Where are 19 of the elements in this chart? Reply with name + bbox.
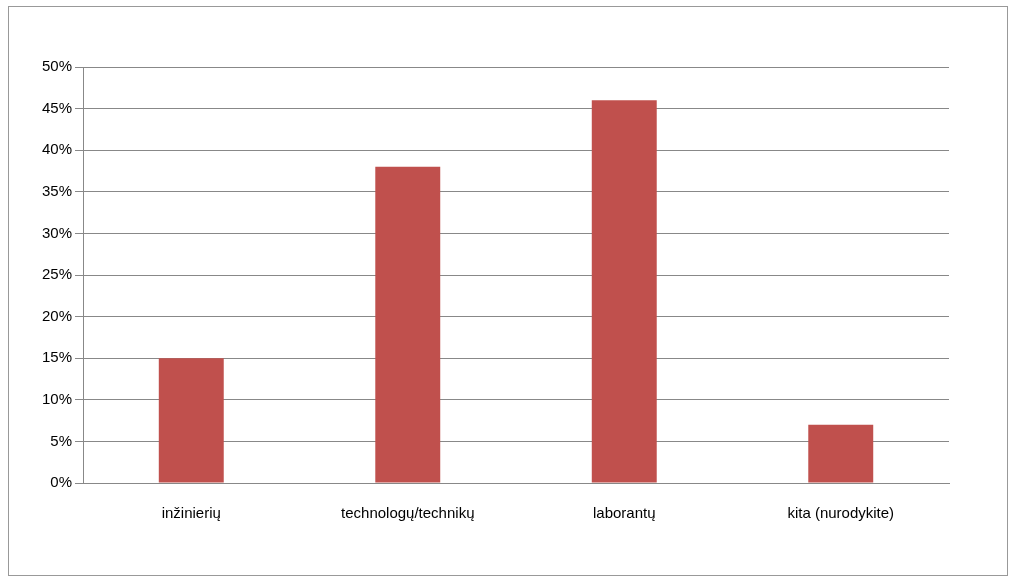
y-tick-label: 45%	[41, 98, 73, 116]
x-tick-label: inžinierių	[161, 504, 221, 522]
y-tick-label: 20%	[41, 306, 73, 324]
y-tick-label: 40%	[41, 140, 73, 158]
bar	[158, 358, 224, 483]
y-tick-label: 50%	[41, 57, 73, 75]
x-tick-label: laborantų	[592, 504, 656, 522]
y-tick-label: 30%	[41, 223, 73, 241]
y-tick-label: 15%	[41, 348, 73, 366]
y-tick-label: 0%	[50, 473, 73, 491]
x-tick-label: kita (nurodykite)	[787, 504, 895, 522]
bar	[808, 424, 874, 483]
y-tick-label: 10%	[41, 389, 73, 407]
y-tick-label: 25%	[41, 265, 73, 283]
bar	[591, 100, 657, 483]
bar	[375, 166, 441, 483]
x-tick-label: technologų/technikų	[341, 504, 475, 522]
y-tick-label: 5%	[50, 431, 73, 449]
y-tick-label: 35%	[41, 181, 73, 199]
